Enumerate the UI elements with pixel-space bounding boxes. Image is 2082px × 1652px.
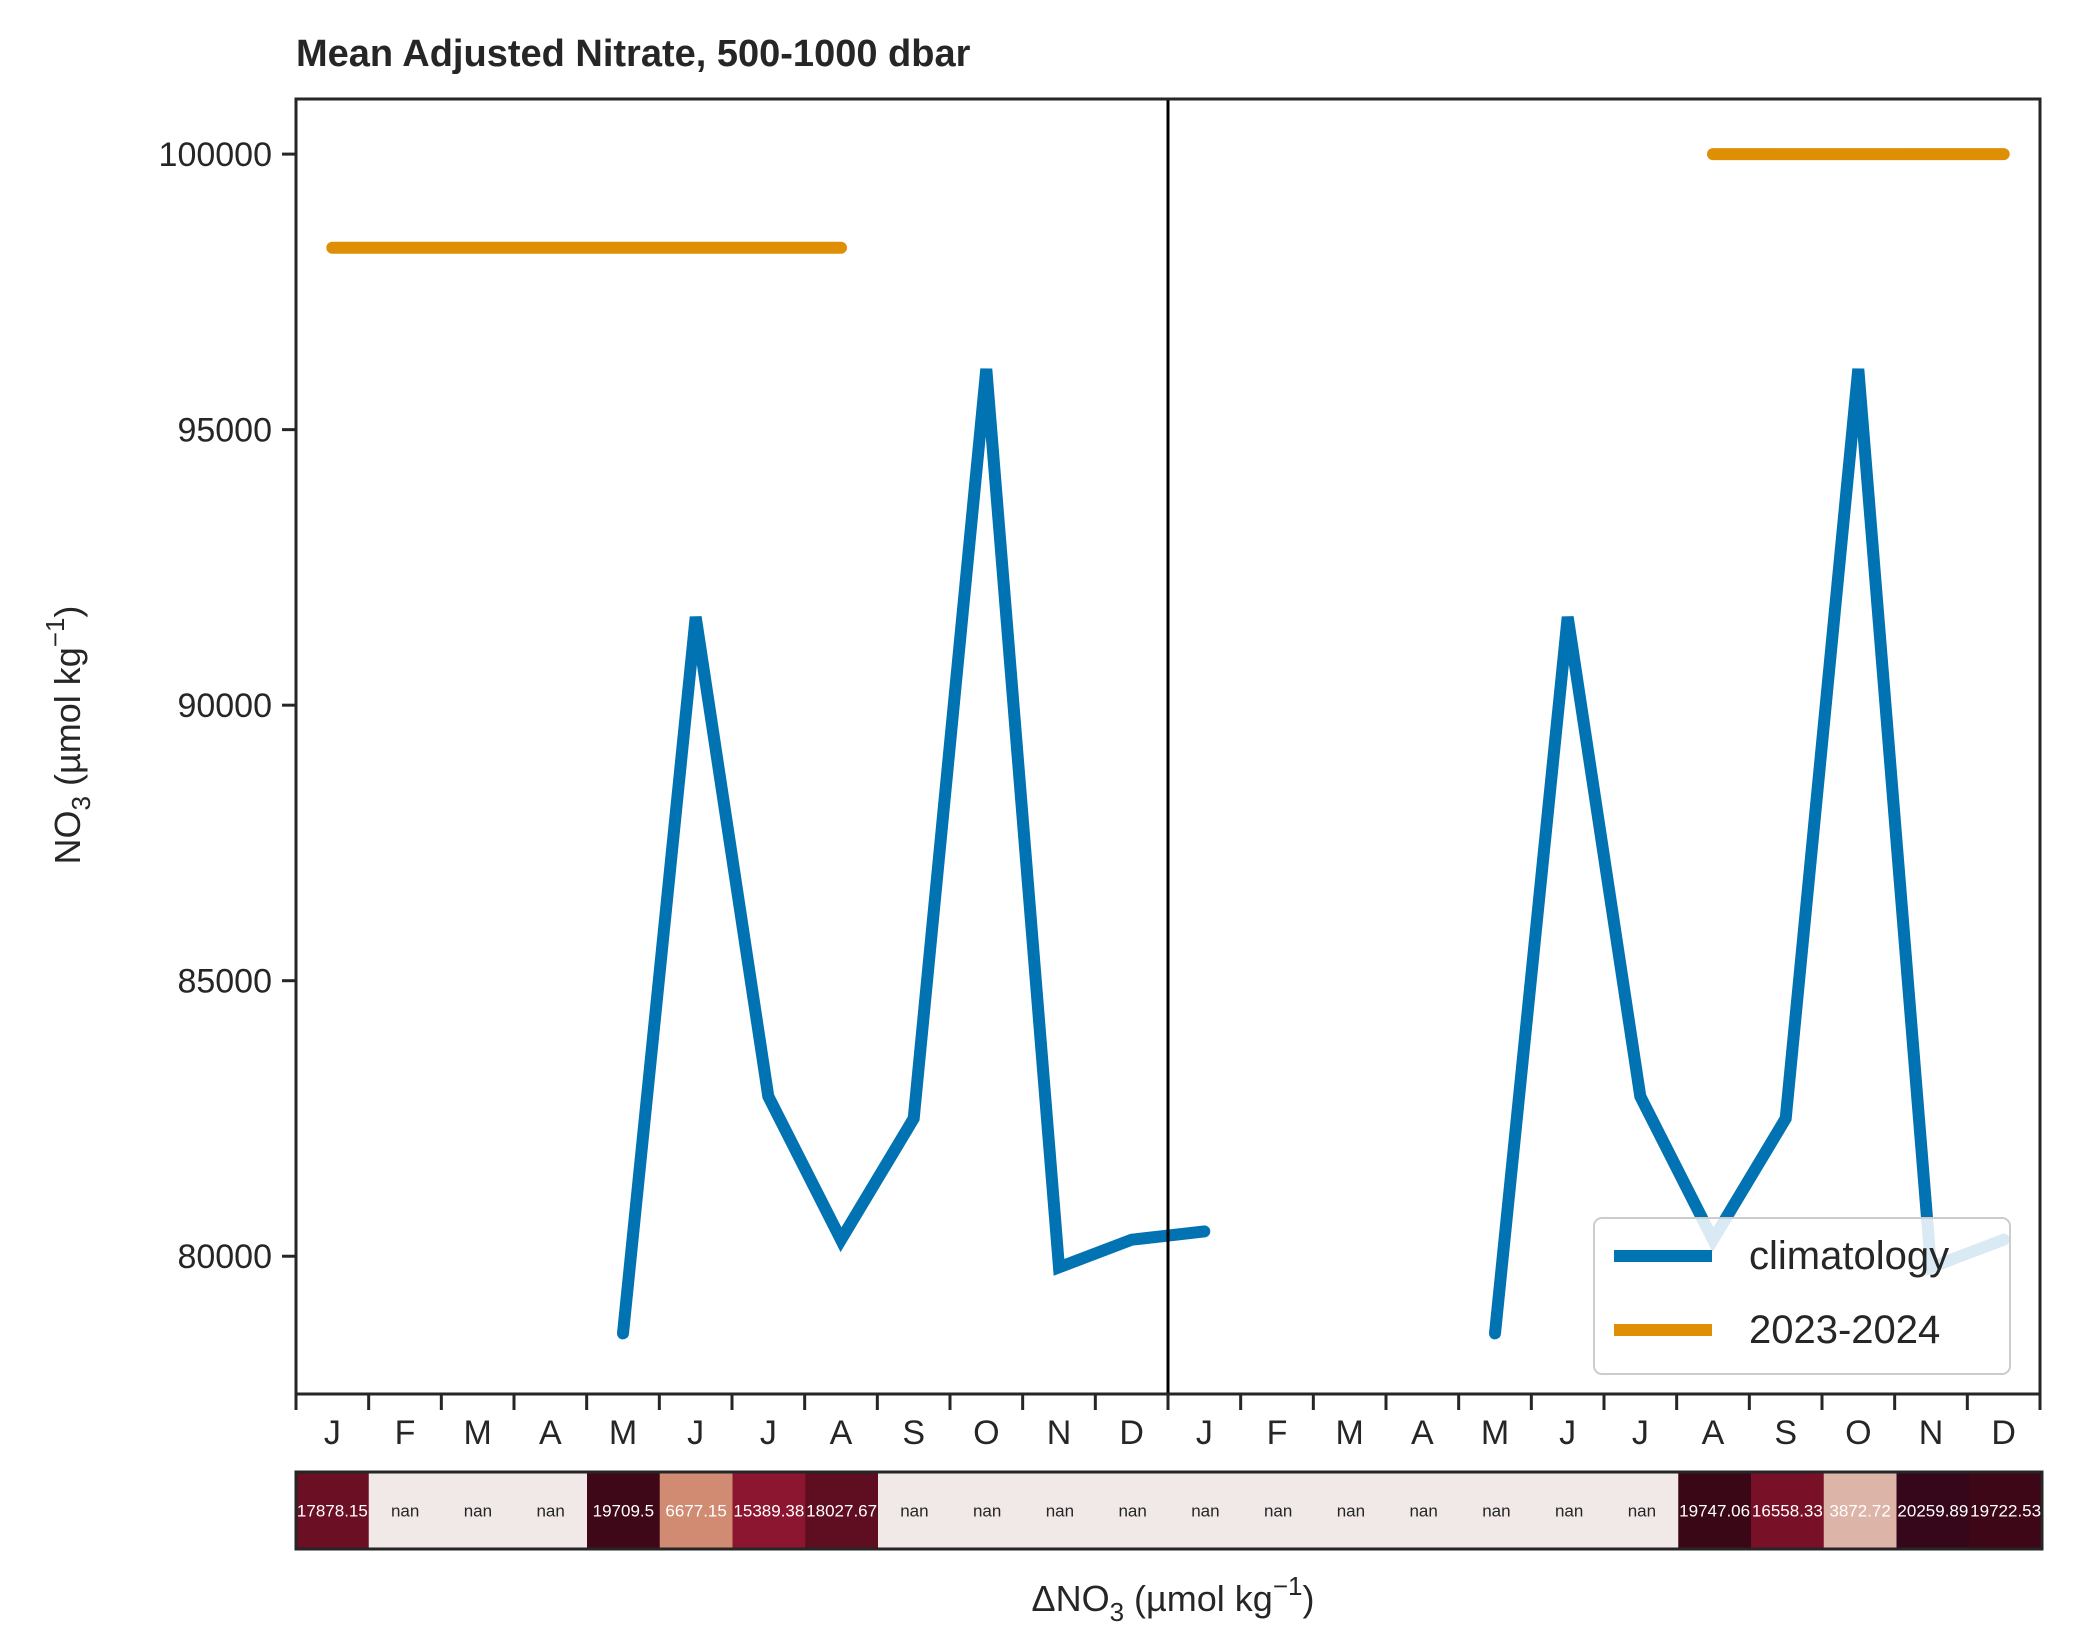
x-tick-label: N	[1047, 1414, 1072, 1452]
x-tick-label: N	[1919, 1414, 1944, 1452]
anomaly-cell	[732, 1472, 806, 1549]
anomaly-cell	[1314, 1472, 1388, 1549]
x-tick-label: D	[1991, 1414, 2016, 1452]
anomaly-cell-label: 17878.15	[297, 1502, 368, 1521]
anomaly-cell-label: 16558.33	[1752, 1502, 1823, 1521]
x-tick-label: J	[1559, 1414, 1576, 1452]
anomaly-cell	[878, 1472, 952, 1549]
chart-title: Mean Adjusted Nitrate, 500-1000 dbar	[296, 33, 971, 75]
anomaly-cell-label: nan	[1337, 1502, 1365, 1521]
anomaly-cell	[1169, 1472, 1243, 1549]
anomaly-cell	[805, 1472, 879, 1549]
x-tick-label: S	[902, 1414, 925, 1452]
x-tick-label: O	[1845, 1414, 1871, 1452]
y-tick-label: 100000	[159, 136, 272, 174]
anomaly-cell	[1823, 1472, 1897, 1549]
x-tick-label: A	[539, 1414, 562, 1452]
anomaly-cell	[1751, 1472, 1825, 1549]
anomaly-cell-label: 20259.89	[1897, 1502, 1968, 1521]
series-line-1	[1489, 368, 2010, 1340]
x-tick-label: J	[687, 1414, 704, 1452]
anomaly-cell-label: nan	[1264, 1502, 1292, 1521]
anomaly-cell-label: 18027.67	[806, 1502, 877, 1521]
anomaly-cell-label: 19747.06	[1679, 1502, 1750, 1521]
y-axis-label: NO3 (µmol kg−1)	[40, 606, 96, 865]
anomaly-cell	[368, 1472, 442, 1549]
anomaly-cell-label: nan	[1046, 1502, 1074, 1521]
anomaly-cell-label: 19722.53	[1970, 1502, 2041, 1521]
anomaly-cell	[1532, 1472, 1606, 1549]
anomaly-cell	[1096, 1472, 1170, 1549]
y-tick-label: 95000	[177, 412, 272, 450]
anomaly-cell-label: nan	[1118, 1502, 1146, 1521]
x-tick-label: S	[1774, 1414, 1797, 1452]
x-tick-label: J	[1196, 1414, 1213, 1452]
x-tick-label: M	[609, 1414, 637, 1452]
anomaly-cell-label: nan	[464, 1502, 492, 1521]
x-tick-label: F	[1267, 1414, 1288, 1452]
x-tick-label: J	[1632, 1414, 1649, 1452]
anomaly-cell-label: nan	[900, 1502, 928, 1521]
anomaly-cell-label: nan	[1628, 1502, 1656, 1521]
x-tick-label: A	[830, 1414, 853, 1452]
x-tick-label: J	[324, 1414, 341, 1452]
anomaly-cell	[587, 1472, 661, 1549]
x-tick-label: D	[1119, 1414, 1144, 1452]
anomaly-strip: 17878.15 nan nan nan 19709.5 6677.15 15389.38 1…	[294, 1470, 2044, 1551]
x-tick-label: A	[1411, 1414, 1434, 1452]
x-tick-label: O	[973, 1414, 999, 1452]
anomaly-cell	[1023, 1472, 1097, 1549]
anomaly-cell	[441, 1472, 515, 1549]
x-tick-label: M	[464, 1414, 492, 1452]
x-tick-label: M	[1336, 1414, 1364, 1452]
anomaly-cell-label: 3872.72	[1829, 1502, 1890, 1521]
anomaly-cell-label: 6677.15	[665, 1502, 726, 1521]
anomaly-cell-label: 19709.5	[593, 1502, 654, 1521]
anomaly-cell-label: nan	[536, 1502, 564, 1521]
legend-label: 2023-2024	[1749, 1308, 1940, 1352]
anomaly-cell-label: nan	[1191, 1502, 1219, 1521]
anomaly-cell	[950, 1472, 1024, 1549]
x-axis-label: ΔNO3 (µmol kg−1)	[1032, 1571, 1315, 1627]
anomaly-cell-label: nan	[973, 1502, 1001, 1521]
anomaly-cell-label: nan	[1555, 1502, 1583, 1521]
anomaly-cell-label: 15389.38	[733, 1502, 804, 1521]
anomaly-cell-label: nan	[1409, 1502, 1437, 1521]
y-tick-label: 85000	[177, 963, 272, 1001]
anomaly-cell	[1896, 1472, 1970, 1549]
series-line-0	[617, 368, 1211, 1340]
anomaly-cell-label: nan	[391, 1502, 419, 1521]
anomaly-cell	[1969, 1472, 2043, 1549]
anomaly-cell	[1678, 1472, 1752, 1549]
y-tick-label: 80000	[177, 1238, 272, 1276]
anomaly-strip-frame	[294, 1470, 2044, 1551]
anomaly-cell	[514, 1472, 588, 1549]
anomaly-cell	[1241, 1472, 1315, 1549]
legend-label: climatology	[1749, 1234, 1949, 1278]
plot-area: 80000 85000 90000 95000 100000 J F M A M J J A S O N D J F…	[159, 97, 2042, 1452]
anomaly-cell	[296, 1472, 370, 1549]
anomaly-cell	[1387, 1472, 1461, 1549]
anomaly-cell	[1605, 1472, 1679, 1549]
x-tick-label: M	[1481, 1414, 1509, 1452]
x-tick-label: A	[1702, 1414, 1725, 1452]
anomaly-cell-label: nan	[1482, 1502, 1510, 1521]
x-tick-label: J	[760, 1414, 777, 1452]
anomaly-cell	[1460, 1472, 1534, 1549]
anomaly-cell	[659, 1472, 733, 1549]
y-tick-label: 90000	[177, 687, 272, 725]
x-tick-label: F	[395, 1414, 416, 1452]
legend: climatology 2023-2024	[1593, 1217, 2011, 1375]
